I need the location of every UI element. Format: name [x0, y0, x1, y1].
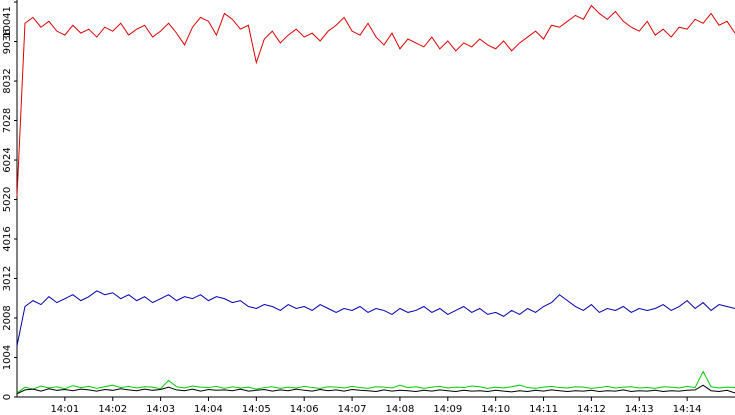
series-line [16, 4, 735, 197]
x-tick-label: 14:02 [98, 404, 127, 415]
y-tick-label: 8032 [2, 68, 13, 93]
x-tick-label: 14:03 [146, 404, 175, 415]
series-line [16, 370, 735, 394]
x-tick-label: 14:10 [481, 404, 510, 415]
y-tick-label: 4016 [2, 226, 13, 251]
y-tick-label: 9036 [2, 29, 13, 54]
y-tick-label: 6024 [2, 147, 13, 172]
x-tick-label: 14:01 [50, 404, 79, 415]
x-tick-label: 14:06 [290, 404, 319, 415]
x-tick-label: 14:08 [386, 404, 415, 415]
series-line [16, 384, 735, 395]
x-tick-label: 14:14 [673, 404, 702, 415]
x-tick-label: 14:07 [338, 404, 367, 415]
x-tick-label: 14:05 [242, 404, 271, 415]
y-tick-label: 2008 [2, 305, 13, 330]
y-tick-label: 3012 [2, 266, 13, 291]
y-tick-label: 0 [2, 394, 13, 400]
x-tick-label: 14:13 [625, 404, 654, 415]
y-tick-label: 1004 [2, 345, 13, 370]
series-line [16, 290, 735, 346]
x-tick-label: 14:12 [577, 404, 606, 415]
y-tick-label: 10041 [2, 6, 13, 38]
x-tick-label: 14:11 [529, 404, 558, 415]
y-tick-label: 5020 [2, 187, 13, 212]
y-tick-label: 7028 [2, 108, 13, 133]
x-tick-label: 14:09 [433, 404, 462, 415]
x-tick-label: 14:04 [194, 404, 223, 415]
